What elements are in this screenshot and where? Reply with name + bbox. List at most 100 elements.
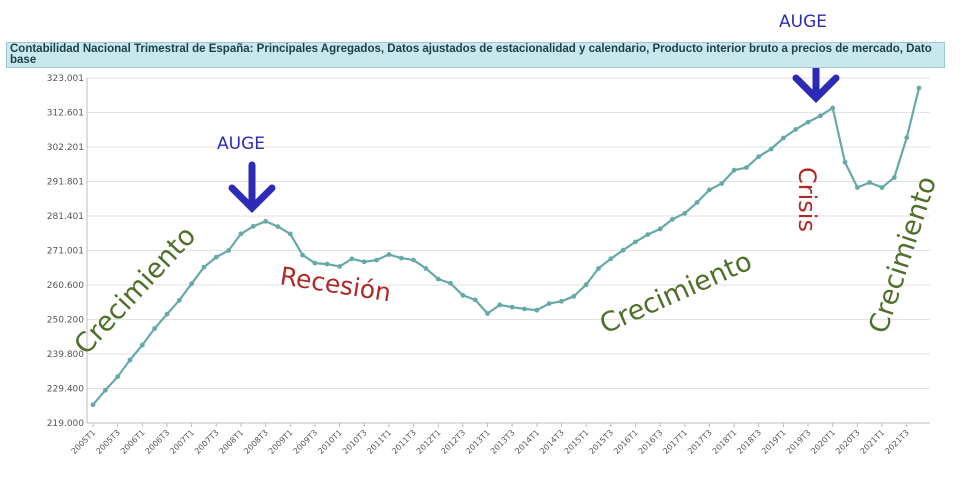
- data-point[interactable]: [891, 175, 897, 180]
- data-point[interactable]: [189, 281, 195, 287]
- data-point[interactable]: [263, 218, 268, 224]
- data-point[interactable]: [472, 297, 478, 303]
- chart-title: Contabilidad Nacional Trimestral de Espa…: [10, 43, 932, 66]
- data-point[interactable]: [127, 357, 133, 363]
- data-point[interactable]: [559, 298, 564, 304]
- x-tick-label: 2021T3: [883, 428, 911, 456]
- data-point[interactable]: [386, 252, 392, 257]
- data-point[interactable]: [509, 304, 515, 310]
- data-point[interactable]: [226, 248, 232, 253]
- x-tick-label: 2017T1: [661, 428, 689, 456]
- x-tick-label: 2015T3: [587, 428, 615, 456]
- data-point[interactable]: [238, 231, 244, 237]
- data-point[interactable]: [645, 232, 651, 238]
- data-point[interactable]: [744, 165, 749, 171]
- x-tick-label: 2021T1: [859, 428, 887, 456]
- data-point[interactable]: [608, 256, 614, 262]
- x-tick-label: 2016T1: [612, 428, 640, 456]
- label-crisis: Crisis: [793, 167, 821, 232]
- data-point[interactable]: [176, 297, 182, 303]
- x-tick-label: 2009T3: [292, 428, 320, 456]
- auge-label-2019: AUGE: [779, 12, 827, 32]
- data-point[interactable]: [670, 216, 675, 222]
- data-point[interactable]: [115, 374, 121, 379]
- y-tick-label: 281.401: [47, 212, 84, 222]
- data-point[interactable]: [349, 256, 355, 262]
- data-point[interactable]: [485, 311, 490, 316]
- data-point[interactable]: [657, 226, 663, 232]
- data-point[interactable]: [287, 231, 293, 237]
- data-point[interactable]: [781, 135, 786, 141]
- data-point[interactable]: [793, 126, 799, 132]
- data-point[interactable]: [842, 159, 848, 165]
- x-axis: 2005T12005T32006T12006T32007T12007T32008…: [70, 422, 930, 456]
- data-point[interactable]: [904, 135, 910, 141]
- data-point[interactable]: [102, 387, 108, 393]
- data-point[interactable]: [201, 264, 207, 270]
- x-tick-label: 2007T1: [168, 428, 196, 456]
- data-point[interactable]: [620, 247, 626, 253]
- data-point[interactable]: [879, 185, 885, 190]
- data-point[interactable]: [435, 276, 441, 282]
- x-tick-label: 2020T1: [809, 428, 837, 456]
- x-tick-label: 2015T1: [563, 428, 591, 456]
- x-tick-label: 2012T1: [415, 428, 443, 456]
- data-point[interactable]: [546, 301, 552, 306]
- data-point[interactable]: [300, 252, 305, 258]
- data-point[interactable]: [731, 167, 737, 173]
- x-tick-label: 2008T1: [218, 428, 246, 456]
- data-point[interactable]: [694, 200, 700, 205]
- chart-title-bar: Contabilidad Nacional Trimestral de Espa…: [6, 42, 945, 68]
- x-tick-label: 2009T1: [267, 428, 295, 456]
- data-point[interactable]: [571, 293, 577, 299]
- x-tick-label: 2011T3: [390, 428, 418, 456]
- data-point[interactable]: [522, 306, 527, 312]
- data-point[interactable]: [633, 239, 638, 245]
- x-tick-label: 2010T3: [341, 428, 369, 456]
- data-point[interactable]: [596, 266, 601, 271]
- data-point[interactable]: [460, 292, 466, 298]
- data-point[interactable]: [707, 187, 712, 193]
- data-point[interactable]: [398, 255, 404, 261]
- data-point[interactable]: [139, 342, 145, 348]
- data-point[interactable]: [756, 154, 762, 160]
- y-tick-label: 250.200: [47, 316, 84, 326]
- y-tick-label: 323.001: [47, 74, 84, 84]
- data-point[interactable]: [855, 185, 860, 190]
- data-point[interactable]: [768, 146, 774, 152]
- data-point[interactable]: [312, 260, 318, 266]
- data-point[interactable]: [867, 180, 873, 185]
- data-point[interactable]: [423, 266, 429, 271]
- data-point[interactable]: [682, 210, 688, 216]
- data-point[interactable]: [719, 181, 725, 186]
- data-point[interactable]: [583, 282, 589, 288]
- data-point[interactable]: [324, 261, 330, 267]
- data-point[interactable]: [250, 223, 256, 229]
- x-tick-label: 2017T3: [686, 428, 714, 456]
- data-point[interactable]: [830, 105, 836, 111]
- y-tick-label: 239.800: [47, 350, 84, 360]
- data-point[interactable]: [90, 402, 96, 408]
- x-tick-label: 2019T3: [785, 428, 813, 456]
- data-point[interactable]: [213, 254, 219, 260]
- y-axis: 323.001 312.601 302.201 291.801 281.401 271.0…: [47, 74, 88, 429]
- data-point[interactable]: [361, 259, 367, 265]
- data-point[interactable]: [337, 264, 342, 269]
- data-point[interactable]: [374, 257, 379, 263]
- data-point[interactable]: [275, 224, 281, 230]
- data-point[interactable]: [411, 257, 416, 263]
- data-point[interactable]: [152, 326, 158, 331]
- x-tick-label: 2012T3: [439, 428, 467, 456]
- data-point[interactable]: [534, 307, 540, 313]
- label-crecimiento-1: Crecimiento: [68, 220, 202, 360]
- data-point[interactable]: [818, 113, 823, 119]
- down-arrow-icon: [228, 161, 276, 213]
- data-point[interactable]: [805, 119, 811, 125]
- x-tick-label: 2014T1: [513, 428, 541, 456]
- data-point[interactable]: [448, 280, 453, 286]
- auge-label-2008: AUGE: [217, 134, 265, 154]
- data-point[interactable]: [164, 311, 170, 317]
- data-point[interactable]: [497, 302, 503, 308]
- data-point[interactable]: [916, 85, 922, 91]
